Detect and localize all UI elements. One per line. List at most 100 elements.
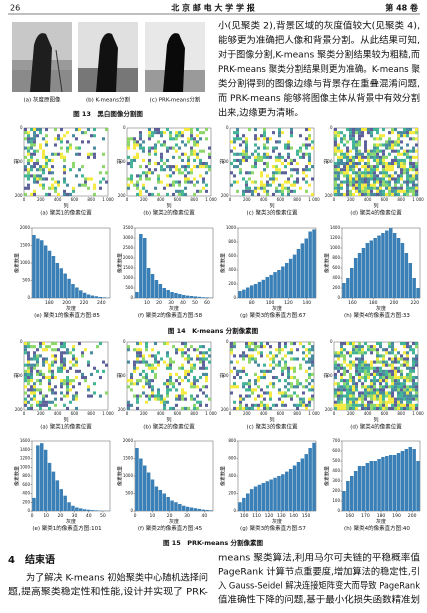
pixel-cell xyxy=(373,372,376,376)
pixel-cell xyxy=(160,152,163,156)
pixel-cell xyxy=(403,391,406,395)
pixel-cell xyxy=(406,189,409,193)
pixel-cell xyxy=(382,388,385,392)
pixel-cell xyxy=(400,161,403,166)
pixel-cell xyxy=(281,155,284,159)
pixel-cell xyxy=(48,382,51,386)
pixel-cell xyxy=(349,351,352,355)
pixel-cell xyxy=(148,137,151,141)
pixel-cell xyxy=(202,161,205,166)
plot-frame xyxy=(134,227,214,299)
x-tick-label: 400 xyxy=(54,197,62,202)
pixel-cell xyxy=(397,161,400,166)
pixel-cell xyxy=(367,403,370,407)
pixel-cell xyxy=(367,189,370,193)
pixel-cell xyxy=(281,161,284,166)
pixel-cell xyxy=(358,397,361,401)
pixel-cell xyxy=(367,152,370,156)
pixel-cell xyxy=(133,137,136,141)
pixel-cell xyxy=(397,394,400,398)
pixel-cell xyxy=(27,140,30,144)
pixel-cell xyxy=(373,177,376,181)
pixel-cell xyxy=(196,134,199,138)
pixel-cell xyxy=(415,357,418,361)
pixel-cell xyxy=(296,180,299,184)
pixel-cell xyxy=(370,406,373,410)
pixel-cell xyxy=(33,140,36,144)
pixel-cell xyxy=(370,165,373,169)
x-tick-label: 200 xyxy=(37,197,45,202)
pixel-cell xyxy=(388,186,391,190)
pixel-cell xyxy=(406,149,409,153)
y-tick-label: 2000 xyxy=(20,225,31,230)
pixel-cell xyxy=(376,397,379,401)
pixel-cell xyxy=(412,168,415,172)
pixel-cell xyxy=(382,348,385,352)
pixel-cell xyxy=(293,385,296,389)
pixel-cell xyxy=(54,186,57,190)
pixel-cell xyxy=(284,366,287,370)
pixel-cell xyxy=(373,360,376,364)
bar xyxy=(94,296,99,298)
x-axis-label: 列 xyxy=(269,417,274,424)
pixel-cell xyxy=(364,369,367,373)
pixel-cell xyxy=(33,128,36,132)
pixel-cell xyxy=(290,382,293,386)
pixel-cell xyxy=(242,134,245,138)
pixel-cell xyxy=(233,342,236,346)
pixel-cell xyxy=(199,149,202,153)
pixel-cell xyxy=(385,351,388,355)
pixel-cell xyxy=(415,177,418,181)
pixel-cell xyxy=(160,400,163,404)
pixel-cell xyxy=(30,375,33,380)
pixel-cell xyxy=(175,168,178,172)
pixel-cell xyxy=(311,397,314,401)
pixel-cell xyxy=(388,375,391,380)
y-tick-label: 1000 xyxy=(123,473,134,478)
pixel-cell xyxy=(48,158,51,162)
pixel-cell xyxy=(127,379,130,383)
pixel-cell xyxy=(260,186,263,190)
pixel-cell xyxy=(33,131,36,135)
pixel-cell xyxy=(254,143,257,147)
pixel-cell xyxy=(148,366,151,370)
pixel-cell xyxy=(36,388,39,392)
bar xyxy=(246,493,250,511)
pixel-cell xyxy=(296,357,299,361)
pixel-cell xyxy=(269,183,272,187)
pixel-cell xyxy=(87,186,90,190)
y-tick-label: 100 xyxy=(118,373,126,378)
pixel-cell xyxy=(361,348,364,352)
pixel-cell xyxy=(352,406,355,410)
pixel-cell xyxy=(269,397,272,401)
pixel-cell xyxy=(57,180,60,184)
pixel-cell xyxy=(233,385,236,389)
pixel-cell xyxy=(145,360,148,364)
pixel-cell xyxy=(346,149,349,153)
pixel-cell xyxy=(397,137,400,141)
pixel-cell xyxy=(278,342,281,346)
pixel-cell xyxy=(278,388,281,392)
figure-caption: 图 13 黑白图像分割图 xyxy=(73,109,143,118)
pixel-cell xyxy=(190,168,193,172)
pixel-cell xyxy=(30,366,33,370)
pixel-cell xyxy=(230,342,233,346)
pixel-cell xyxy=(349,372,352,376)
pixel-cell xyxy=(66,351,69,355)
pixel-cell xyxy=(370,183,373,187)
pixel-cell xyxy=(382,379,385,383)
bar xyxy=(43,245,48,298)
pixel-cell xyxy=(415,403,418,407)
pixel-cell xyxy=(199,174,202,178)
pixel-cell xyxy=(102,137,105,141)
pixel-cell xyxy=(208,165,211,169)
pixel-cell xyxy=(184,375,187,380)
pixel-cell xyxy=(242,189,245,193)
pixel-cell xyxy=(388,137,391,141)
bar xyxy=(90,510,95,511)
pixel-cell xyxy=(379,342,382,346)
pixel-cell xyxy=(81,354,84,358)
pixel-cell xyxy=(364,391,367,395)
pixel-cell xyxy=(45,128,48,132)
pixel-cell xyxy=(409,397,412,401)
